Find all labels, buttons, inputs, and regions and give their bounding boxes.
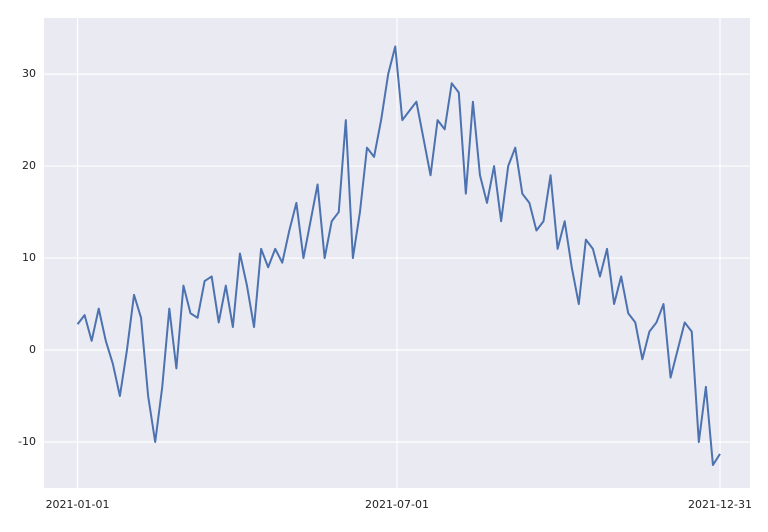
y-tick-label: 20 bbox=[22, 159, 36, 172]
y-tick-label: -10 bbox=[18, 435, 36, 448]
y-tick-label: 0 bbox=[29, 343, 36, 356]
y-tick-label: 10 bbox=[22, 251, 36, 264]
x-tick-label: 2021-01-01 bbox=[46, 498, 110, 511]
data-line bbox=[76, 45, 721, 467]
y-tick-label: 30 bbox=[22, 67, 36, 80]
x-tick-label: 2021-07-01 bbox=[365, 498, 429, 511]
x-tick-label: 2021-12-31 bbox=[688, 498, 752, 511]
